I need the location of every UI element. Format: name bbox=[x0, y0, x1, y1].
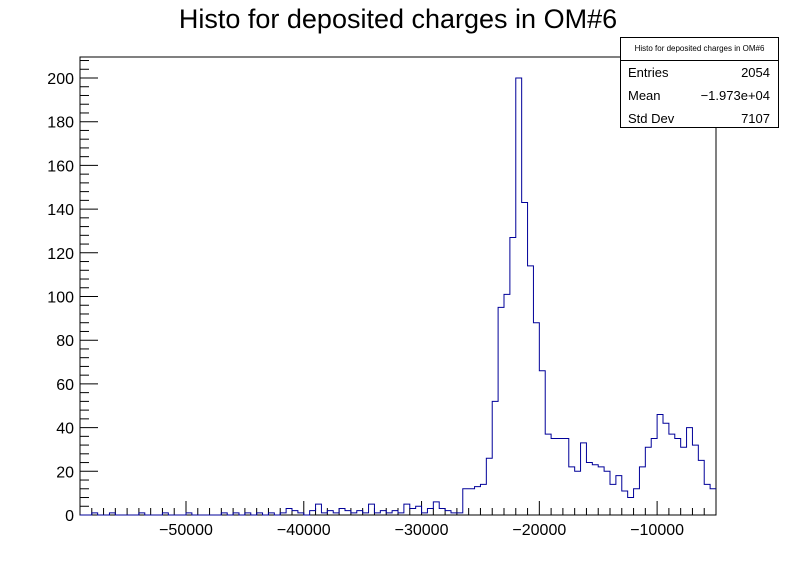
chart-title: Histo for deposited charges in OM#6 bbox=[178, 4, 618, 34]
stats-std-value: 7107 bbox=[741, 111, 770, 126]
y-tick-label: 80 bbox=[56, 333, 74, 350]
x-tick-label: −40000 bbox=[277, 522, 331, 539]
stats-entries-label: Entries bbox=[628, 65, 669, 80]
histogram-series bbox=[80, 77, 716, 516]
stats-entries: Entries 2054 bbox=[621, 61, 778, 84]
y-tick-label: 200 bbox=[47, 71, 74, 88]
stats-mean-label: Mean bbox=[628, 88, 661, 103]
y-axis: 0 20 40 60 80 100 120 140 160 180 200 bbox=[47, 60, 98, 525]
x-tick-label: −30000 bbox=[395, 522, 449, 539]
x-tick-label: −50000 bbox=[159, 522, 213, 539]
stats-title: Histo for deposited charges in OM#6 bbox=[621, 38, 778, 61]
y-tick-label: 180 bbox=[47, 115, 74, 132]
stats-std: Std Dev 7107 bbox=[621, 107, 778, 130]
x-tick-label: −10000 bbox=[630, 522, 684, 539]
x-axis: −50000 −40000 −30000 −20000 −10000 bbox=[79, 501, 717, 539]
y-tick-label: 20 bbox=[56, 464, 74, 481]
stats-entries-value: 2054 bbox=[741, 65, 770, 80]
y-tick-label: 160 bbox=[47, 158, 74, 175]
stats-box: Histo for deposited charges in OM#6 Entr… bbox=[620, 37, 779, 128]
stats-mean: Mean −1.973e+04 bbox=[621, 84, 778, 107]
x-tick-label: −20000 bbox=[512, 522, 566, 539]
stats-std-label: Std Dev bbox=[628, 111, 675, 126]
y-tick-label: 100 bbox=[47, 290, 74, 307]
y-tick-label: 140 bbox=[47, 202, 74, 219]
y-tick-label: 120 bbox=[47, 246, 74, 263]
y-tick-label: 40 bbox=[56, 421, 74, 438]
y-tick-label: 60 bbox=[56, 377, 74, 394]
y-tick-label: 0 bbox=[65, 508, 74, 525]
stats-mean-value: −1.973e+04 bbox=[700, 88, 770, 103]
